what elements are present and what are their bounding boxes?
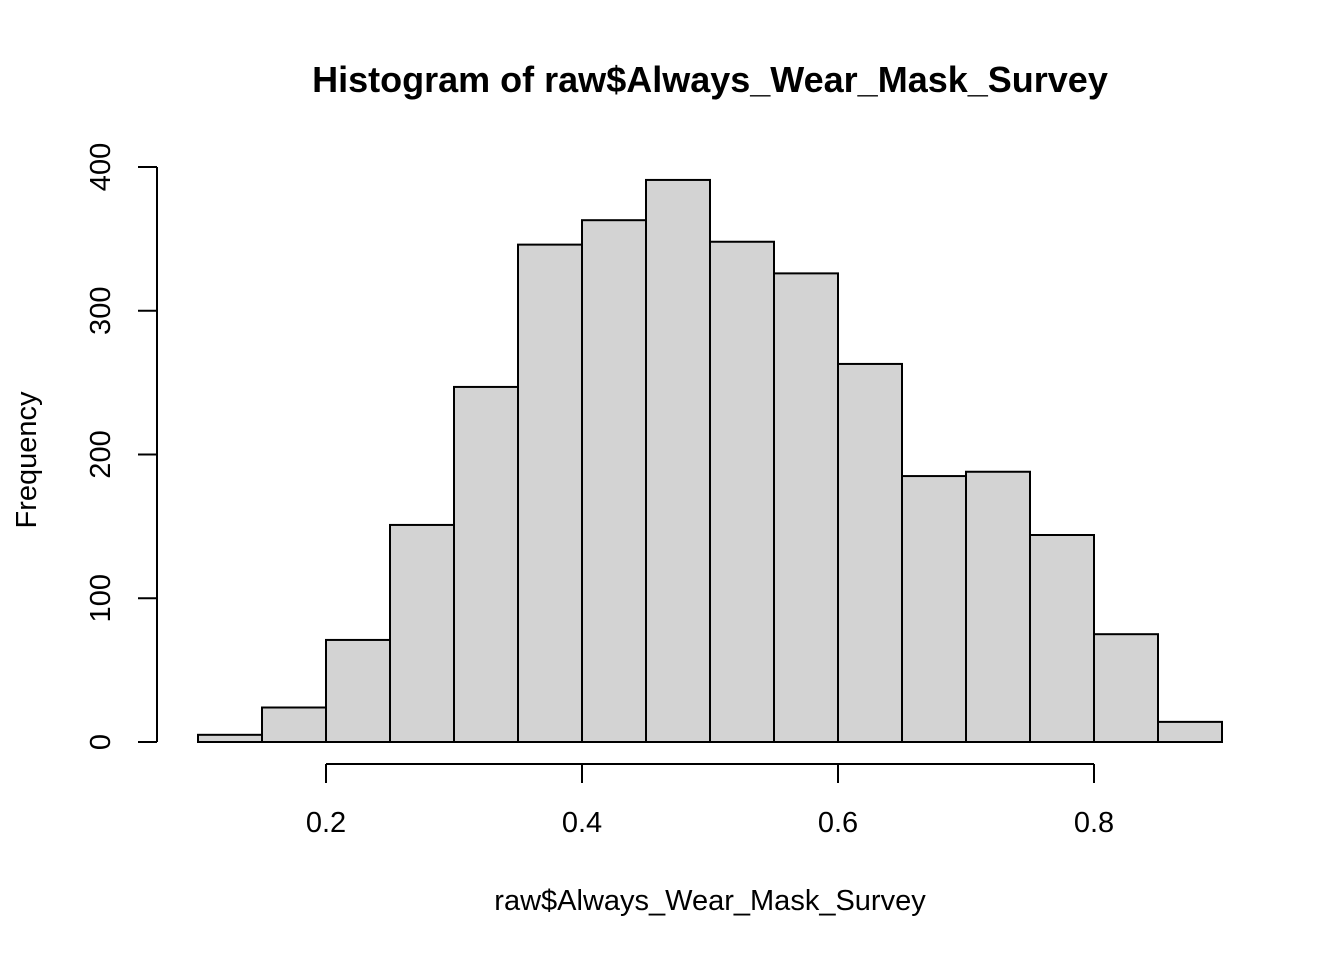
x-axis-label: raw$Always_Wear_Mask_Survey	[494, 885, 926, 917]
x-tick-label: 0.4	[562, 807, 602, 839]
histogram-bar-11	[837, 362, 903, 743]
y-tick-label: 300	[85, 287, 117, 335]
histogram-bar-3	[325, 638, 391, 743]
y-axis-label: Frequency	[11, 391, 43, 529]
histogram-bar-16	[1157, 720, 1223, 743]
histogram-bar-5	[453, 385, 519, 743]
histogram-bar-9	[709, 240, 775, 743]
histogram-bar-14	[1029, 534, 1095, 743]
x-axis: 0.2 0.4 0.6 0.8	[306, 763, 1114, 839]
y-tick-label: 400	[85, 143, 117, 191]
chart-title: Histogram of raw$Always_Wear_Mask_Survey	[312, 59, 1108, 100]
y-tick-label: 0	[85, 734, 117, 750]
histogram-bar-13	[965, 470, 1031, 743]
histogram-bar-8	[645, 178, 711, 743]
y-axis: 0 100 200 300 400	[85, 143, 158, 750]
x-tick-label: 0.2	[306, 807, 346, 839]
histogram-bar-6	[517, 243, 583, 743]
histogram-bar-15	[1093, 633, 1159, 743]
x-tick-label: 0.6	[818, 807, 858, 839]
histogram-bar-2	[261, 706, 327, 743]
histogram-bar-4	[389, 523, 455, 743]
histogram-bar-12	[901, 475, 967, 743]
histogram-bar-7	[581, 219, 647, 743]
bars-group	[197, 178, 1223, 743]
y-tick-label: 100	[85, 574, 117, 622]
histogram-bar-10	[773, 272, 839, 743]
x-tick-label: 0.8	[1074, 807, 1114, 839]
y-tick-label: 200	[85, 430, 117, 478]
histogram-bar-1	[197, 733, 263, 743]
